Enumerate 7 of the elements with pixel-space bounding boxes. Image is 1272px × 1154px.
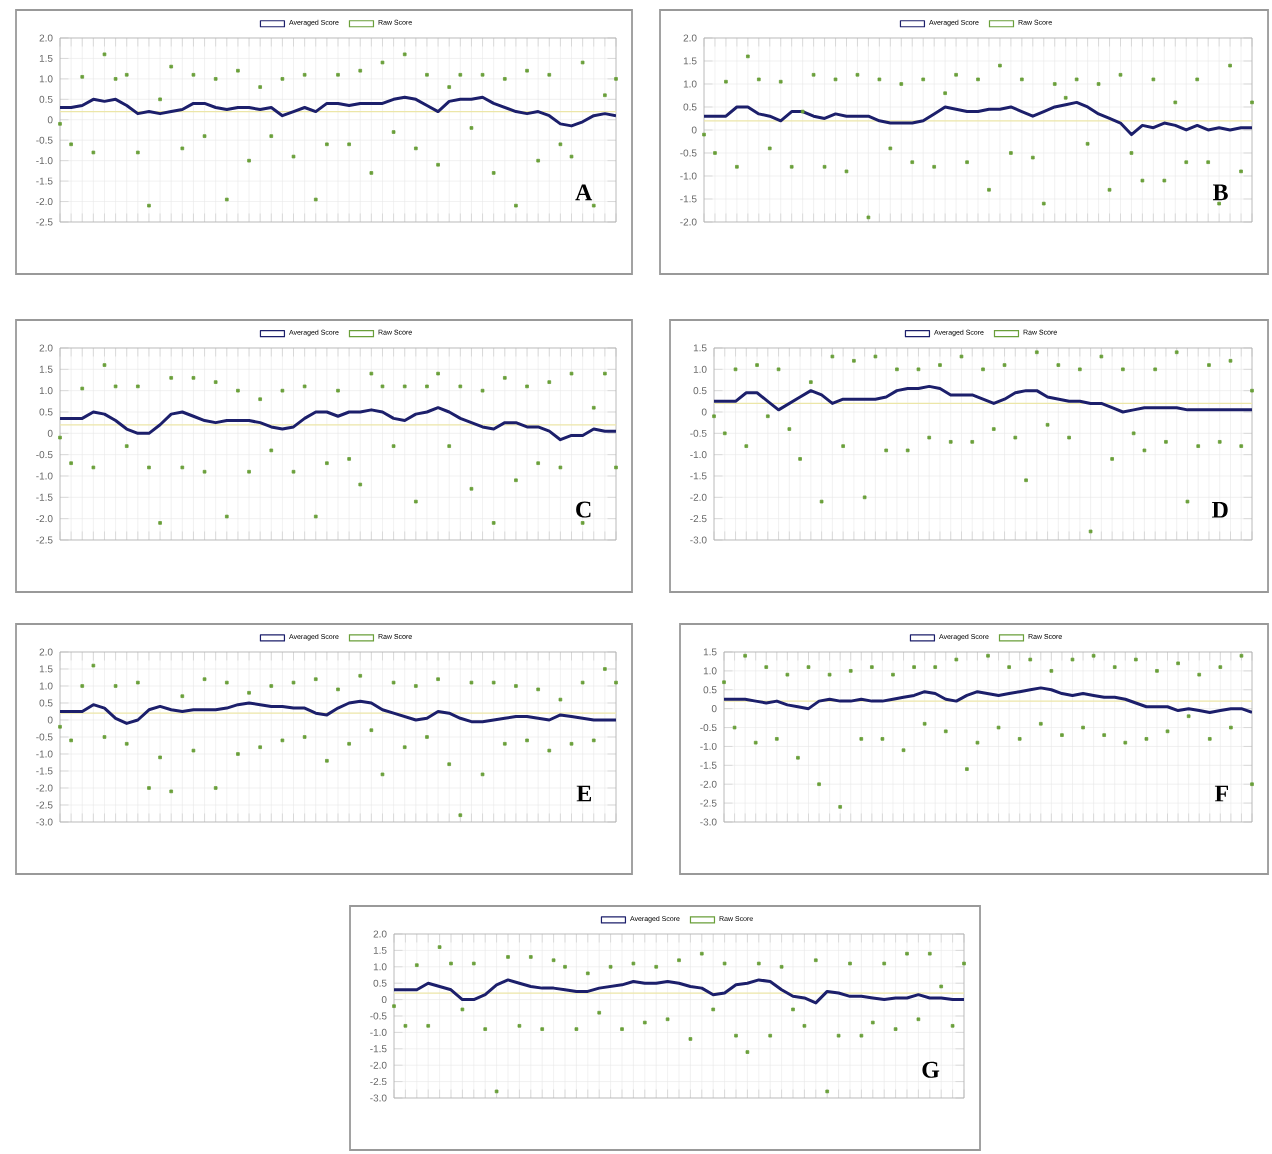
annotation: D bbox=[1211, 501, 1228, 518]
annotation: B bbox=[1212, 184, 1228, 201]
annotation: C bbox=[576, 501, 591, 518]
annotation: G bbox=[922, 1061, 940, 1078]
annotation: E bbox=[576, 785, 592, 802]
annotation: A bbox=[575, 184, 593, 201]
annotation: F bbox=[1214, 785, 1228, 802]
